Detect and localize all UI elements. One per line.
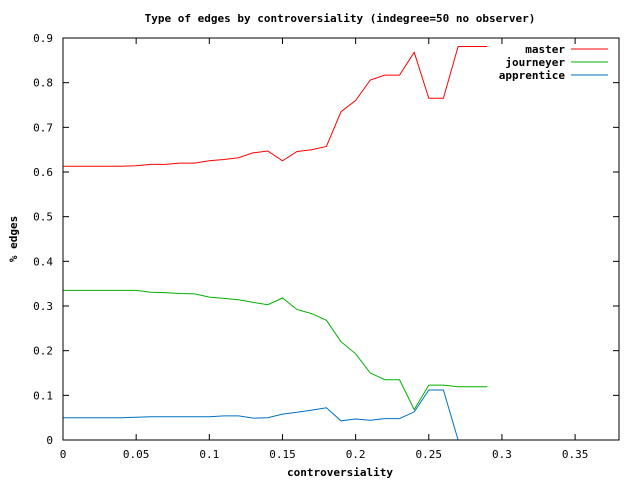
- x-tick-label: 0.1: [199, 448, 219, 461]
- x-tick-label: 0.3: [492, 448, 512, 461]
- x-tick-label: 0.05: [123, 448, 150, 461]
- x-tick-label: 0.25: [416, 448, 443, 461]
- y-tick-label: 0.4: [33, 255, 53, 268]
- series-line-journeyer: [63, 289, 488, 411]
- legend-label-apprentice: apprentice: [499, 69, 566, 82]
- y-tick-label: 0.7: [33, 121, 53, 134]
- chart-title: Type of edges by controversiality (indeg…: [145, 12, 536, 25]
- y-tick-label: 0.9: [33, 32, 53, 45]
- plot-frame: [62, 37, 620, 441]
- legend-label-journeyer: journeyer: [505, 56, 565, 69]
- y-tick-label: 0.8: [33, 77, 53, 90]
- x-tick-label: 0: [60, 448, 67, 461]
- x-tick-label: 0.35: [562, 448, 589, 461]
- series-line-master: [63, 46, 488, 167]
- y-tick-label: 0.5: [33, 211, 53, 224]
- plot-series: [63, 46, 488, 441]
- y-tick-label: 0.1: [33, 389, 53, 402]
- x-axis-label: controversiality: [287, 466, 393, 479]
- axis-ticks: 0 0.05 0.1 0.15 0.2 0.25 0.3 0.35 0 0.1 0.2 0.3 0.4 0…: [33, 32, 619, 461]
- series-line-apprentice: [63, 389, 459, 441]
- y-tick-label: 0.3: [33, 300, 53, 313]
- y-axis-label: % edges: [7, 216, 20, 262]
- y-tick-label: 0.6: [33, 166, 53, 179]
- y-tick-label: 0: [46, 434, 53, 447]
- x-tick-label: 0.15: [269, 448, 296, 461]
- y-tick-label: 0.2: [33, 345, 53, 358]
- legend-label-master: master: [525, 43, 565, 56]
- x-tick-label: 0.2: [346, 448, 366, 461]
